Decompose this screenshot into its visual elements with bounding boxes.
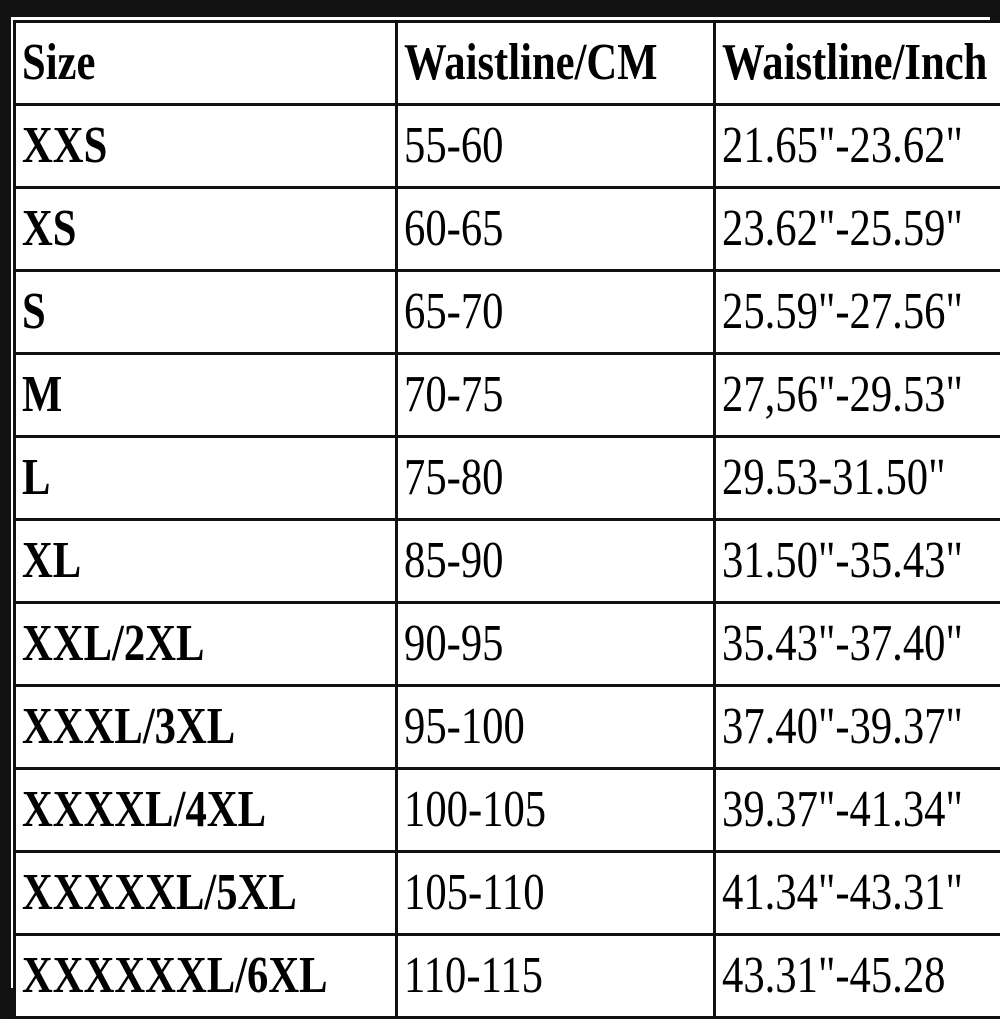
size-cell: S [15, 271, 397, 354]
waist-inch-cell-text: 37.40"-39.37" [722, 701, 963, 753]
table-row: XL 85-90 31.50"-35.43" [15, 520, 1000, 603]
size-cell-text: XXXL/3XL [22, 701, 235, 753]
table-row: XXL/2XL 90-95 35.43"-37.40" [15, 603, 1000, 686]
waist-inch-cell-text: 43.31"-45.28 [722, 950, 945, 1002]
header-waist-inch-text: Waistline/Inch [722, 37, 987, 89]
waist-inch-cell-text: 39.37"-41.34" [722, 784, 963, 836]
waist-cm-cell-text: 60-65 [404, 203, 503, 255]
size-cell-text: XS [22, 203, 77, 255]
waist-cm-cell-text: 75-80 [404, 452, 503, 504]
table-row: XXXL/3XL 95-100 37.40"-39.37" [15, 686, 1000, 769]
waist-inch-cell-text: 27,56"-29.53" [722, 369, 963, 421]
waist-cm-cell: 105-110 [396, 852, 714, 935]
header-size: Size [15, 22, 397, 105]
size-cell-text: S [22, 286, 46, 338]
waist-cm-cell-text: 85-90 [404, 535, 503, 587]
waist-cm-cell-text: 110-115 [404, 950, 543, 1002]
size-cell-text: M [22, 369, 62, 421]
waist-cm-cell-text: 55-60 [404, 120, 503, 172]
waist-inch-cell-text: 41.34"-43.31" [722, 867, 963, 919]
table-row: XXXXL/4XL 100-105 39.37"-41.34" [15, 769, 1000, 852]
table-row: XXS 55-60 21.65"-23.62" [15, 105, 1000, 188]
size-cell-text: XXXXXXL/6XL [22, 950, 328, 1002]
size-cell-text: XXXXL/4XL [22, 784, 266, 836]
size-chart-table: Size Waistline/CM Waistline/Inch XXS 55-6… [13, 20, 1000, 1019]
header-waist-cm: Waistline/CM [396, 22, 714, 105]
waist-inch-cell-text: 31.50"-35.43" [722, 535, 963, 587]
waist-inch-cell: 25.59"-27.56" [714, 271, 1000, 354]
size-cell: XXXL/3XL [15, 686, 397, 769]
header-row: Size Waistline/CM Waistline/Inch [15, 22, 1000, 105]
waist-cm-cell: 55-60 [396, 105, 714, 188]
waist-cm-cell-text: 100-105 [404, 784, 546, 836]
size-cell-text: XXS [22, 120, 107, 172]
waist-inch-cell: 43.31"-45.28 [714, 935, 1000, 1018]
waist-inch-cell: 27,56"-29.53" [714, 354, 1000, 437]
size-cell-text: L [22, 452, 50, 504]
waist-cm-cell: 95-100 [396, 686, 714, 769]
waist-inch-cell-text: 25.59"-27.56" [722, 286, 963, 338]
header-waist-cm-text: Waistline/CM [404, 37, 657, 89]
size-cell-text: XXXXXL/5XL [22, 867, 297, 919]
waist-cm-cell: 75-80 [396, 437, 714, 520]
table-row: L 75-80 29.53-31.50" [15, 437, 1000, 520]
waist-inch-cell: 31.50"-35.43" [714, 520, 1000, 603]
waist-inch-cell: 29.53-31.50" [714, 437, 1000, 520]
waist-cm-cell: 100-105 [396, 769, 714, 852]
waist-inch-cell-text: 29.53-31.50" [722, 452, 945, 504]
size-cell: XS [15, 188, 397, 271]
table-row: M 70-75 27,56"-29.53" [15, 354, 1000, 437]
waist-cm-cell-text: 95-100 [404, 701, 525, 753]
waist-inch-cell: 35.43"-37.40" [714, 603, 1000, 686]
waist-cm-cell: 110-115 [396, 935, 714, 1018]
size-cell: XL [15, 520, 397, 603]
size-cell-text: XXL/2XL [22, 618, 204, 670]
size-cell: M [15, 354, 397, 437]
waist-cm-cell-text: 105-110 [404, 867, 545, 919]
size-cell: XXS [15, 105, 397, 188]
table-row: XS 60-65 23.62"-25.59" [15, 188, 1000, 271]
header-waist-inch: Waistline/Inch [714, 22, 1000, 105]
size-cell-text: XL [22, 535, 81, 587]
waist-inch-cell-text: 35.43"-37.40" [722, 618, 963, 670]
size-cell: XXXXXXL/6XL [15, 935, 397, 1018]
size-cell: XXL/2XL [15, 603, 397, 686]
size-cell: L [15, 437, 397, 520]
table-row: S 65-70 25.59"-27.56" [15, 271, 1000, 354]
waist-inch-cell: 39.37"-41.34" [714, 769, 1000, 852]
table-row: XXXXXXL/6XL 110-115 43.31"-45.28 [15, 935, 1000, 1018]
size-cell: XXXXL/4XL [15, 769, 397, 852]
waist-cm-cell-text: 70-75 [404, 369, 503, 421]
waist-cm-cell: 90-95 [396, 603, 714, 686]
waist-inch-cell: 41.34"-43.31" [714, 852, 1000, 935]
size-cell: XXXXXL/5XL [15, 852, 397, 935]
waist-cm-cell: 85-90 [396, 520, 714, 603]
waist-cm-cell: 60-65 [396, 188, 714, 271]
table-row: XXXXXL/5XL 105-110 41.34"-43.31" [15, 852, 1000, 935]
waist-inch-cell: 21.65"-23.62" [714, 105, 1000, 188]
waist-cm-cell-text: 90-95 [404, 618, 503, 670]
waist-inch-cell-text: 21.65"-23.62" [722, 120, 963, 172]
waist-cm-cell: 70-75 [396, 354, 714, 437]
waist-cm-cell-text: 65-70 [404, 286, 503, 338]
header-size-text: Size [22, 37, 95, 89]
waist-inch-cell: 37.40"-39.37" [714, 686, 1000, 769]
waist-inch-cell: 23.62"-25.59" [714, 188, 1000, 271]
waist-inch-cell-text: 23.62"-25.59" [722, 203, 963, 255]
waist-cm-cell: 65-70 [396, 271, 714, 354]
